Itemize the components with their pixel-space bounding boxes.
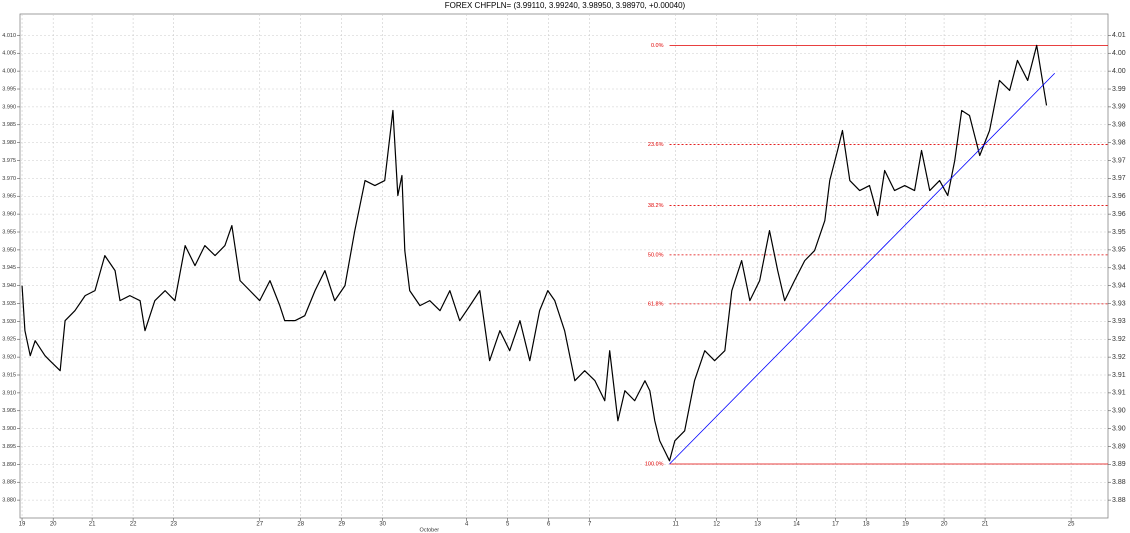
y-tick-label: 3.885 (2, 480, 16, 486)
y2-tick-label: 3.94 (1112, 282, 1126, 289)
y2-tick-label: 3.93 (1112, 318, 1126, 325)
y2-tick-label: 3.90 (1112, 408, 1126, 415)
x-tick-label: 30 (379, 522, 386, 528)
y2-tick-label: 4.00 (1112, 50, 1126, 57)
fib-label: 61.8% (648, 301, 664, 307)
y2-tick-label: 3.94 (1112, 265, 1126, 272)
fib-label: 23.6% (648, 142, 664, 148)
annotation: October (420, 527, 440, 533)
y2-tick-label: 3.92 (1112, 336, 1126, 343)
x-tick-label: 23 (170, 522, 177, 528)
y-tick-label: 3.910 (2, 390, 16, 396)
x-tick-label: 20 (50, 522, 57, 528)
y-tick-label: 3.975 (2, 158, 16, 164)
y-tick-label: 3.980 (2, 140, 16, 146)
x-tick-label: 17 (832, 522, 839, 528)
y-tick-label: 4.005 (2, 51, 16, 57)
y-tick-label: 3.955 (2, 229, 16, 235)
y-tick-label: 3.940 (2, 283, 16, 289)
y2-tick-label: 3.97 (1112, 157, 1126, 164)
x-tick-label: 4 (465, 522, 469, 528)
y-tick-label: 3.915 (2, 372, 16, 378)
x-tick-label: 11 (673, 522, 680, 528)
fib-label: 50.0% (648, 252, 664, 258)
y-tick-label: 3.950 (2, 247, 16, 253)
y2-tick-label: 3.88 (1112, 497, 1126, 504)
x-tick-label: 29 (338, 522, 345, 528)
y2-tick-label: 4.00 (1112, 68, 1126, 75)
y2-tick-label: 4.01 (1112, 32, 1126, 39)
x-tick-label: 13 (754, 522, 761, 528)
trend-line (669, 72, 1056, 465)
x-tick-label: 19 (902, 522, 909, 528)
y2-tick-label: 3.99 (1112, 104, 1126, 111)
plot-frame (19, 13, 1109, 519)
x-tick-label: 12 (713, 522, 720, 528)
y-tick-label: 3.935 (2, 301, 16, 307)
y2-tick-label: 3.90 (1112, 425, 1126, 432)
fib-label: 38.2% (648, 203, 664, 209)
x-tick-label: 6 (547, 522, 551, 528)
y-tick-label: 4.000 (2, 69, 16, 75)
y-tick-label: 3.900 (2, 426, 16, 432)
x-tick-label: 18 (863, 522, 870, 528)
y-tick-label: 3.995 (2, 86, 16, 92)
y2-tick-label: 3.89 (1112, 461, 1126, 468)
y2-tick-label: 3.97 (1112, 175, 1126, 182)
y2-tick-label: 3.98 (1112, 122, 1126, 129)
price-line (21, 44, 1048, 462)
x-tick-label: 19 (19, 522, 26, 528)
x-tick-label: 28 (297, 522, 304, 528)
x-tick-label: 27 (256, 522, 263, 528)
y-tick-label: 3.905 (2, 408, 16, 414)
x-tick-label: 25 (1068, 522, 1075, 528)
x-tick-label: 22 (130, 522, 137, 528)
y2-tick-label: 3.95 (1112, 247, 1126, 254)
y-tick-label: 3.925 (2, 337, 16, 343)
y-tick-label: 3.930 (2, 319, 16, 325)
y2-tick-label: 3.91 (1112, 390, 1126, 397)
x-tick-label: 5 (506, 522, 510, 528)
y2-tick-label: 3.92 (1112, 354, 1126, 361)
y2-tick-label: 3.96 (1112, 211, 1126, 218)
y2-tick-label: 3.89 (1112, 443, 1126, 450)
y-tick-label: 3.945 (2, 265, 16, 271)
y-tick-label: 4.010 (2, 33, 16, 39)
y2-tick-label: 3.98 (1112, 139, 1126, 146)
y-tick-label: 3.895 (2, 444, 16, 450)
y2-tick-label: 3.95 (1112, 229, 1126, 236)
y-tick-label: 3.890 (2, 462, 16, 468)
fib-label: 0.0% (651, 43, 664, 49)
y2-tick-label: 3.96 (1112, 193, 1126, 200)
y-tick-label: 3.970 (2, 176, 16, 182)
y-tick-label: 3.960 (2, 212, 16, 218)
x-tick-label: 21 (89, 522, 96, 528)
y-tick-label: 3.990 (2, 104, 16, 110)
y-tick-label: 3.985 (2, 122, 16, 128)
x-tick-label: 14 (793, 522, 800, 528)
y-tick-label: 3.965 (2, 194, 16, 200)
x-tick-label: 7 (588, 522, 592, 528)
y-tick-label: 3.920 (2, 355, 16, 361)
y2-tick-label: 3.99 (1112, 86, 1126, 93)
y2-tick-label: 3.91 (1112, 372, 1126, 379)
y2-tick-label: 3.88 (1112, 479, 1126, 486)
chart-title: FOREX CHFPLN= (3.99110, 3.99240, 3.98950… (445, 1, 686, 10)
y2-tick-label: 3.93 (1112, 300, 1126, 307)
x-tick-label: 20 (941, 522, 948, 528)
x-tick-label: 21 (982, 522, 989, 528)
fib-label: 100.0% (645, 461, 664, 467)
y-tick-label: 3.880 (2, 498, 16, 504)
